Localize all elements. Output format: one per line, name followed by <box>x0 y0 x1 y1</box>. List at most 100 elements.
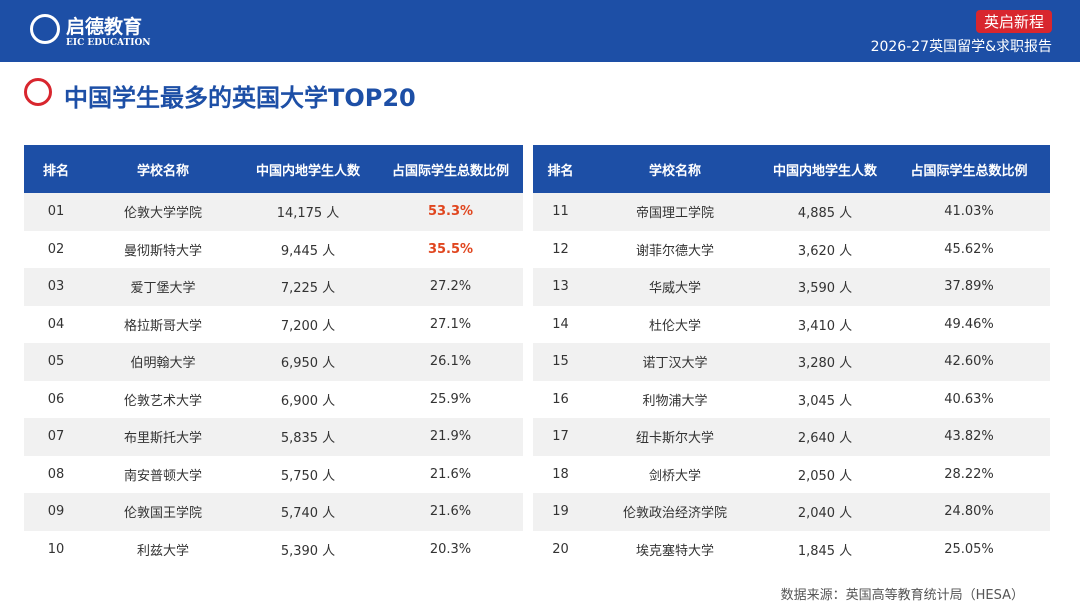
table-cell: 02 <box>47 241 65 257</box>
table-cell: 09 <box>24 493 88 531</box>
table-row: 01 伦敦大学学院 14,175 人 53.3% <box>24 193 523 231</box>
table-cell: 42.60% <box>888 343 1050 381</box>
column-header: 中国内地学生人数 <box>238 145 378 193</box>
table-cell: 格拉斯哥大学 <box>123 318 202 334</box>
table-cell: 5,835 人 <box>238 418 378 456</box>
table-cell: 利物浦大学 <box>642 393 708 409</box>
table-cell: 27.1% <box>429 316 472 332</box>
table-cell: 4,885 人 <box>762 193 888 231</box>
table-cell: 利兹大学 <box>136 543 189 559</box>
table-cell: 20.3% <box>429 541 472 557</box>
table-cell: 6,900 人 <box>280 393 336 409</box>
logo-text: 启德教育 <box>66 16 143 38</box>
table-cell: 3,280 人 <box>762 343 888 381</box>
table-cell: 53.3% <box>378 193 523 231</box>
source-note: 数据来源：英国高等教育统计局（HESA） <box>780 588 1024 603</box>
table-cell: 华威大学 <box>588 268 762 306</box>
table-cell: 9,445 人 <box>280 243 336 259</box>
table-cell: 16 <box>552 391 569 407</box>
table-cell: 01 <box>24 193 88 231</box>
header-bar: 启德教育 EIC EDUCATION 英启新程 2026-27英国留学&求职报告 <box>0 0 1080 62</box>
table-row: 08 南安普顿大学 5,750 人 21.6% <box>24 456 523 494</box>
column-header: 排名 <box>533 145 588 193</box>
table-cell: 诺丁汉大学 <box>588 343 762 381</box>
report-title: 2026-27英国留学&求职报告 <box>870 39 1052 55</box>
table-cell: 埃克塞特大学 <box>635 543 714 559</box>
column-header: 中国内地学生人数 <box>762 145 888 193</box>
table-cell: 37.89% <box>888 268 1050 306</box>
table-cell: 纽卡斯尔大学 <box>588 418 762 456</box>
table-cell: 25.05% <box>944 541 994 557</box>
column-header: 占国际学生总数比例 <box>378 145 523 193</box>
table-cell: 南安普顿大学 <box>123 468 202 484</box>
table-cell: 25.9% <box>429 391 472 407</box>
table-cell: 04 <box>47 316 65 332</box>
table-row: 20 埃克塞特大学 1,845 人 25.05% <box>533 531 1050 569</box>
table-cell: 谢菲尔德大学 <box>635 243 714 259</box>
column-header: 占国际学生总数比例 <box>888 145 1050 193</box>
table-cell: 3,410 人 <box>797 318 853 334</box>
table-cell: 28.22% <box>944 466 994 482</box>
table-cell: 5,390 人 <box>280 543 336 559</box>
table-cell: 49.46% <box>944 316 994 332</box>
table-cell: 06 <box>47 391 65 407</box>
table-cell: 24.80% <box>888 493 1050 531</box>
table-cell: 14,175 人 <box>238 193 378 231</box>
table-cell: 2,040 人 <box>762 493 888 531</box>
column-header: 学校名称 <box>88 145 238 193</box>
table-row: 09 伦敦国王学院 5,740 人 21.6% <box>24 493 523 531</box>
table-cell: 3,590 人 <box>762 268 888 306</box>
table-cell: 曼彻斯特大学 <box>123 243 202 259</box>
column-header: 排名 <box>24 145 88 193</box>
table-cell: 7,225 人 <box>238 268 378 306</box>
table-row: 03 爱丁堡大学 7,225 人 27.2% <box>24 268 523 306</box>
column-header: 学校名称 <box>588 145 762 193</box>
ranking-table: 排名 学校名称 中国内地学生人数 占国际学生总数比例 11 帝国理工学院 4,885 人 41… <box>533 145 1050 568</box>
table-cell: 21.6% <box>378 493 523 531</box>
table-cell: 爱丁堡大学 <box>88 268 238 306</box>
table-cell: 2,050 人 <box>797 468 853 484</box>
table-row: 18 剑桥大学 2,050 人 28.22% <box>533 456 1050 494</box>
header-row: 排名 学校名称 中国内地学生人数 占国际学生总数比例 <box>533 145 1050 193</box>
table-row: 16 利物浦大学 3,045 人 40.63% <box>533 381 1050 419</box>
table-cell: 03 <box>24 268 88 306</box>
table-cell: 杜伦大学 <box>648 318 701 334</box>
table-cell: 08 <box>47 466 65 482</box>
table-row: 06 伦敦艺术大学 6,900 人 25.9% <box>24 381 523 419</box>
table-cell: 2,640 人 <box>762 418 888 456</box>
table-cell: 伯明翰大学 <box>88 343 238 381</box>
table-cell: 21.9% <box>378 418 523 456</box>
page-title: 中国学生最多的英国大学TOP20 <box>64 84 416 112</box>
table-cell: 21.6% <box>429 466 472 482</box>
table-row: 15 诺丁汉大学 3,280 人 42.60% <box>533 343 1050 381</box>
table-cell: 伦敦国王学院 <box>88 493 238 531</box>
table-cell: 布里斯托大学 <box>88 418 238 456</box>
table-cell: 26.1% <box>378 343 523 381</box>
table-cell: 40.63% <box>944 391 994 407</box>
title-icon <box>24 78 52 106</box>
table-cell: 伦敦艺术大学 <box>123 393 202 409</box>
table-cell: 18 <box>552 466 569 482</box>
logo-icon <box>30 14 60 44</box>
header-row: 排名 学校名称 中国内地学生人数 占国际学生总数比例 <box>24 145 523 193</box>
table-cell: 伦敦政治经济学院 <box>588 493 762 531</box>
table-row: 14 杜伦大学 3,410 人 49.46% <box>533 306 1050 344</box>
table-row: 05 伯明翰大学 6,950 人 26.1% <box>24 343 523 381</box>
table-cell: 43.82% <box>888 418 1050 456</box>
table-row: 11 帝国理工学院 4,885 人 41.03% <box>533 193 1050 231</box>
table-cell: 11 <box>533 193 588 231</box>
table-row: 13 华威大学 3,590 人 37.89% <box>533 268 1050 306</box>
table-cell: 帝国理工学院 <box>588 193 762 231</box>
table-cell: 15 <box>533 343 588 381</box>
table-row: 10 利兹大学 5,390 人 20.3% <box>24 531 523 569</box>
table-cell: 6,950 人 <box>238 343 378 381</box>
table-cell: 07 <box>24 418 88 456</box>
table-cell: 14 <box>552 316 569 332</box>
table-cell: 剑桥大学 <box>648 468 701 484</box>
table-row: 19 伦敦政治经济学院 2,040 人 24.80% <box>533 493 1050 531</box>
table-cell: 19 <box>533 493 588 531</box>
table-cell: 20 <box>552 541 569 557</box>
table-cell: 41.03% <box>888 193 1050 231</box>
table-row: 02 曼彻斯特大学 9,445 人 35.5% <box>24 231 523 269</box>
